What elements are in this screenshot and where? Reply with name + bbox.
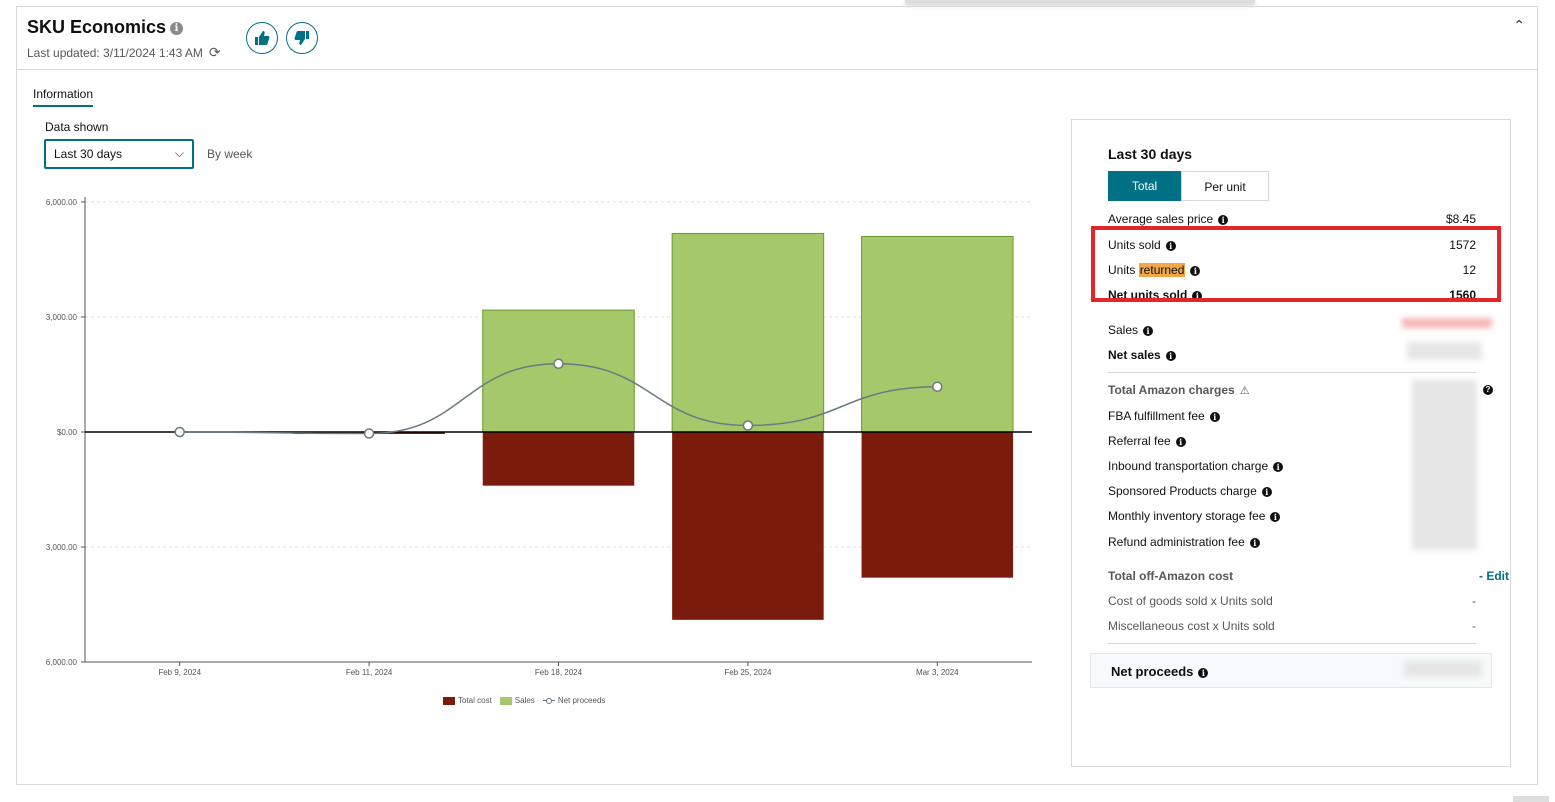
- chevron-down-icon: ⌵: [174, 146, 184, 160]
- y-tick-label: 3,000.00: [46, 313, 78, 322]
- cogs-value: -: [1472, 594, 1476, 608]
- legend-total-cost[interactable]: Total cost: [443, 696, 492, 705]
- sales-bar: [861, 236, 1014, 433]
- card-header: SKU Economics i Last updated: 3/11/2024 1…: [17, 7, 1537, 70]
- y-tick-label: 3,000.00: [46, 543, 78, 552]
- divider: [1108, 643, 1476, 644]
- redacted-value: [1407, 342, 1482, 360]
- info-icon[interactable]: i: [170, 21, 184, 35]
- info-icon[interactable]: i: [1192, 290, 1203, 301]
- data-shown-label: Data shown: [45, 120, 109, 134]
- toggle-per-unit[interactable]: Per unit: [1181, 171, 1269, 201]
- info-icon[interactable]: i: [1261, 486, 1272, 497]
- sku-economics-card: SKU Economics i Last updated: 3/11/2024 1…: [16, 6, 1538, 785]
- y-tick-label: 6,000.00: [46, 198, 78, 207]
- date-range-value: Last 30 days: [54, 147, 123, 161]
- tab-information[interactable]: Information: [33, 87, 94, 107]
- total-cost-bar: [672, 432, 824, 620]
- chevron-up-icon[interactable]: ⌃: [1513, 17, 1525, 33]
- total-cost-bar: [482, 432, 635, 486]
- warning-icon: ⚠: [1239, 385, 1250, 397]
- highlighted-text: returned: [1138, 263, 1186, 277]
- info-icon[interactable]: i: [1165, 240, 1176, 251]
- help-icon[interactable]: ?: [1483, 385, 1493, 395]
- page-title: SKU Economics i: [27, 17, 184, 38]
- net-proceeds-point: [742, 420, 754, 431]
- summary-panel: Last 30 days Total Per unit Average sale…: [1071, 119, 1511, 767]
- edit-link[interactable]: - Edit: [1479, 569, 1509, 583]
- date-range-select[interactable]: Last 30 days ⌵: [44, 139, 194, 169]
- info-icon[interactable]: i: [1175, 436, 1186, 447]
- info-icon[interactable]: i: [1209, 411, 1220, 422]
- page-title-text: SKU Economics: [27, 17, 167, 37]
- misc-cost-value: -: [1472, 619, 1476, 633]
- y-tick-label: 6,000.00: [46, 658, 78, 667]
- by-week-label: By week: [207, 147, 253, 161]
- info-icon[interactable]: i: [1190, 265, 1201, 276]
- units-returned-value: 12: [1462, 263, 1476, 277]
- units-sold-value: 1572: [1449, 238, 1476, 252]
- x-tick-label: Feb 18, 2024: [535, 668, 583, 677]
- info-icon[interactable]: i: [1143, 325, 1154, 336]
- summary-title: Last 30 days: [1108, 146, 1193, 162]
- sales-bar: [671, 232, 825, 433]
- last-updated: Last updated: 3/11/2024 1:43 AM ⟳: [27, 44, 221, 61]
- info-icon[interactable]: i: [1218, 214, 1229, 225]
- redacted-value: [1402, 318, 1492, 328]
- info-icon[interactable]: i: [1270, 511, 1281, 522]
- total-cost-bar: [861, 432, 1014, 578]
- chart-legend: Total cost Sales Net proceeds: [443, 696, 605, 705]
- info-icon[interactable]: i: [1273, 461, 1284, 472]
- redacted-value: [1404, 661, 1482, 677]
- x-tick-label: Feb 25, 2024: [724, 668, 772, 677]
- avg-sales-price-value: $8.45: [1445, 212, 1476, 226]
- legend-sales[interactable]: Sales: [499, 696, 535, 705]
- y-tick-label: $0.00: [57, 428, 78, 437]
- net-proceeds-point: [363, 428, 375, 439]
- scroll-corner: [1513, 796, 1549, 802]
- net-proceeds-point: [174, 426, 185, 438]
- divider: [1108, 372, 1476, 373]
- legend-net-proceeds[interactable]: Net proceeds: [542, 696, 605, 705]
- toggle-total[interactable]: Total: [1108, 171, 1181, 201]
- info-icon[interactable]: i: [1198, 667, 1209, 678]
- overlay-shadow: [905, 0, 1255, 3]
- thumbs-down-icon[interactable]: [286, 22, 318, 54]
- thumbs-up-icon[interactable]: [246, 22, 278, 54]
- sku-economics-chart: 6,000.00 3,000.00 $0.00 3,000.00 6,000.00 Feb…: [46, 197, 1032, 677]
- redacted-value: [1412, 380, 1477, 550]
- total-per-unit-toggle: Total Per unit: [1108, 171, 1269, 201]
- net-proceeds-point: [932, 381, 943, 393]
- x-tick-label: Mar 3, 2024: [916, 668, 959, 677]
- net-proceeds-point: [553, 358, 564, 370]
- info-icon[interactable]: i: [1165, 350, 1176, 361]
- highlight-box: [1091, 226, 1501, 302]
- sales-bar: [482, 309, 635, 433]
- x-tick-label: Feb 11, 2024: [346, 668, 393, 677]
- x-tick-label: Feb 9, 2024: [158, 668, 201, 677]
- last-updated-text: Last updated: 3/11/2024 1:43 AM: [27, 46, 203, 60]
- refresh-icon[interactable]: ⟳: [208, 44, 221, 60]
- info-icon[interactable]: i: [1249, 537, 1260, 548]
